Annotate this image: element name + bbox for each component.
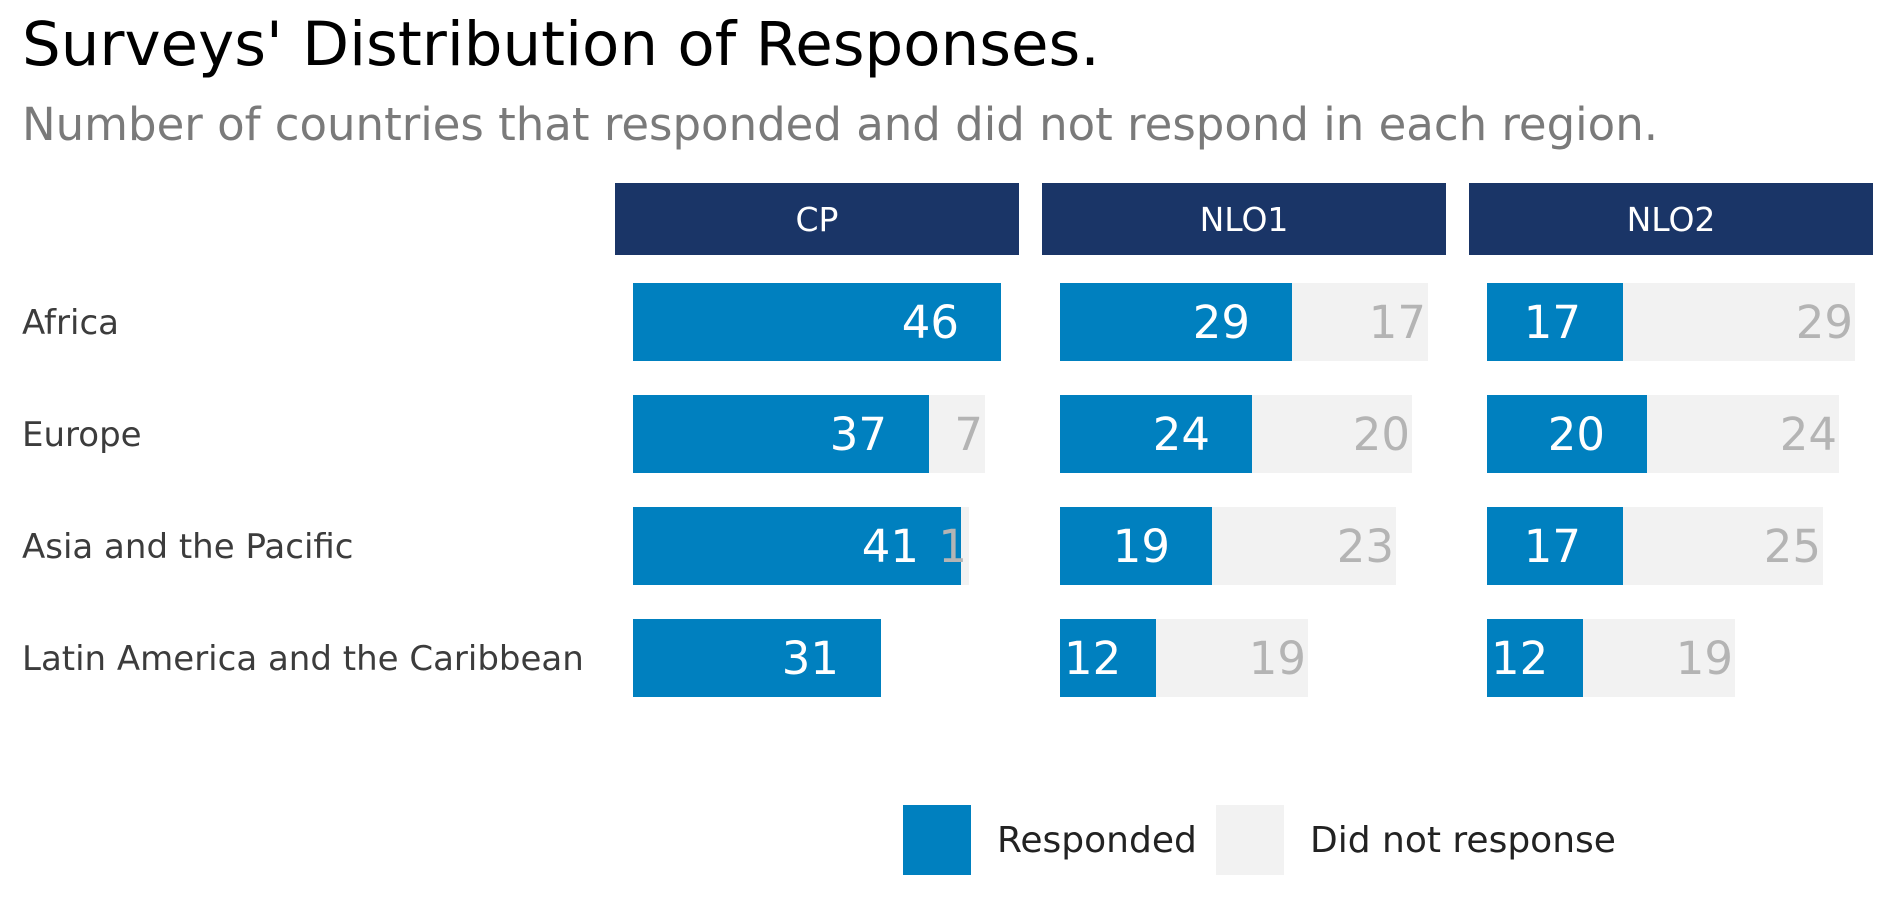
bar-not-responded [961,507,969,585]
data-label-responded: 41 [862,520,919,573]
bar-responded [633,283,1001,361]
data-label-responded: 19 [1113,520,1170,573]
panel-header-label: NLO2 [1627,200,1716,239]
legend: Responded [903,805,1197,875]
panel-header-label: NLO1 [1200,200,1289,239]
data-label-not-responded: 29 [1796,296,1853,349]
bar-responded [1487,619,1583,697]
bar-responded [1060,507,1212,585]
bar-not-responded [1156,619,1308,697]
bar-responded [1060,619,1156,697]
data-label-not-responded: 24 [1780,408,1837,461]
legend-swatch-responded [903,805,971,875]
category-label: Asia and the Pacific [22,527,354,567]
category-label: Africa [22,303,119,343]
bar-not-responded [1292,283,1428,361]
panel-header [615,183,1019,255]
data-label-responded: 20 [1548,408,1605,461]
data-label-not-responded: 17 [1369,296,1426,349]
bar-not-responded [1212,507,1396,585]
data-label-responded: 17 [1524,520,1581,573]
bar-responded [1487,395,1647,473]
data-label-responded: 17 [1524,296,1581,349]
chart-subtitle: Number of countries that responded and d… [22,98,1659,151]
data-label-not-responded: 1 [938,520,967,573]
data-label-responded: 12 [1064,632,1121,685]
chart-title: Surveys' Distribution of Responses. [22,9,1100,80]
data-label-not-responded: 25 [1764,520,1821,573]
bar-responded [633,619,881,697]
bar-responded [1060,395,1252,473]
data-label-responded: 46 [902,296,959,349]
legend-label-not-responded: Did not response [1310,819,1616,861]
data-label-responded: 29 [1193,296,1250,349]
data-label-responded: 24 [1153,408,1210,461]
bar-responded [1060,283,1292,361]
data-label-responded: 37 [830,408,887,461]
bar-responded [1487,283,1623,361]
bar-not-responded [1623,507,1823,585]
panel-header [1042,183,1446,255]
category-label: Europe [22,415,142,455]
category-label: Latin America and the Caribbean [22,639,584,679]
bar-responded [633,507,961,585]
data-label-responded: 12 [1491,632,1548,685]
data-label-not-responded: 7 [954,408,983,461]
legend-item-not-responded: Did not response [1216,805,1616,875]
legend-label-responded: Responded [997,819,1197,861]
bar-not-responded [929,395,985,473]
data-label-not-responded: 20 [1353,408,1410,461]
data-label-responded: 31 [782,632,839,685]
bar-responded [1487,507,1623,585]
data-label-not-responded: 23 [1337,520,1394,573]
data-label-not-responded: 19 [1249,632,1306,685]
panel-header [1469,183,1873,255]
bar-not-responded [1583,619,1735,697]
bar-not-responded [1623,283,1855,361]
bar-responded [633,395,929,473]
legend-swatch-not-responded [1216,805,1284,875]
bar-not-responded [1647,395,1839,473]
bar-not-responded [1252,395,1412,473]
panel-header-label: CP [796,200,839,239]
data-label-not-responded: 19 [1676,632,1733,685]
